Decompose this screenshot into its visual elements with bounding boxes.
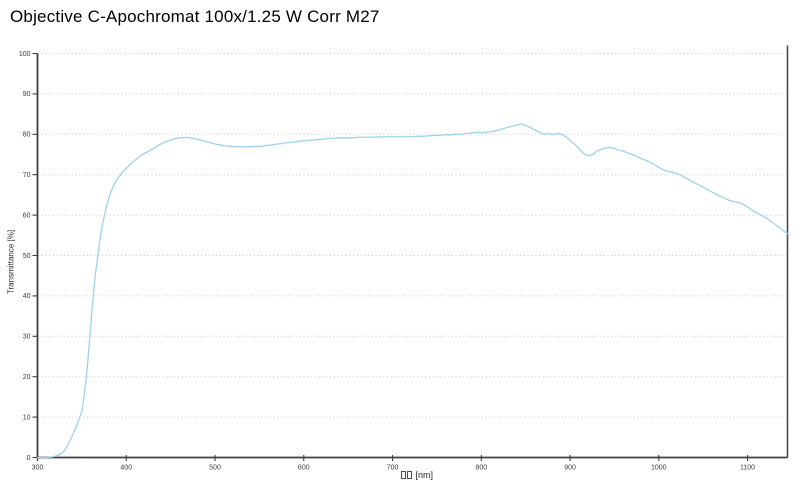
svg-text:700: 700: [387, 465, 399, 472]
svg-text:30: 30: [23, 334, 31, 341]
svg-text:300: 300: [32, 465, 44, 472]
svg-text:1100: 1100: [740, 465, 755, 472]
svg-text:80: 80: [23, 132, 31, 139]
svg-text:500: 500: [209, 465, 221, 472]
svg-text:1000: 1000: [651, 465, 667, 472]
axes: [36, 45, 789, 459]
svg-text:60: 60: [23, 212, 31, 219]
x-tick-labels: 300 400 500 600 700 800 900 1000 1100: [32, 455, 755, 472]
svg-text:50: 50: [23, 253, 31, 260]
svg-text:10: 10: [23, 414, 31, 421]
missing-glyph-box: [407, 471, 413, 479]
chart-title: Objective C-Apochromat 100x/1.25 W Corr …: [10, 7, 380, 26]
svg-text:900: 900: [564, 465, 576, 472]
svg-text:90: 90: [23, 91, 31, 98]
x-axis-unit-label: [nm]: [415, 470, 434, 480]
gridlines: [37, 53, 788, 418]
y-tick-labels: 0 10 20 30 40 50 60 70 80 90 100: [19, 51, 38, 462]
svg-text:0: 0: [27, 455, 31, 462]
svg-text:600: 600: [298, 465, 310, 472]
x-axis-title: [nm]: [337, 470, 497, 480]
missing-glyph-box: [401, 471, 407, 479]
svg-text:20: 20: [23, 374, 31, 381]
missing-glyph-boxes: [401, 470, 416, 480]
svg-text:70: 70: [23, 172, 31, 179]
svg-text:800: 800: [475, 465, 487, 472]
svg-text:400: 400: [120, 465, 132, 472]
svg-text:100: 100: [19, 51, 31, 58]
transmittance-curve: [36, 123, 789, 459]
svg-text:40: 40: [23, 293, 31, 300]
